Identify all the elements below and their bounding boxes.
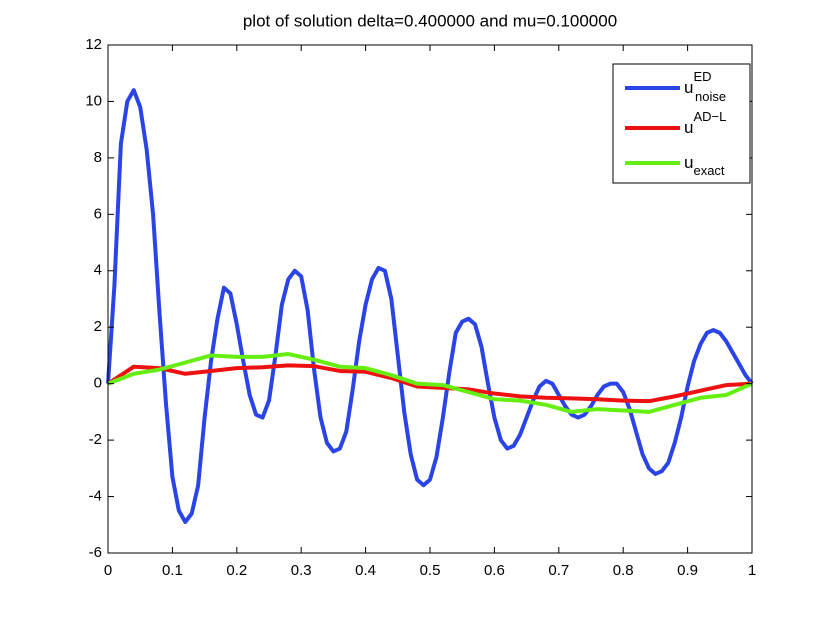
legend-name: u xyxy=(684,118,693,137)
y-tick-label: -4 xyxy=(89,488,102,505)
x-tick-label: 0.2 xyxy=(226,562,247,579)
x-tick-label: 0 xyxy=(104,562,112,579)
y-tick-label: -6 xyxy=(89,544,102,561)
legend-superscript: ED xyxy=(693,69,711,84)
x-tick-label: 0.1 xyxy=(162,562,183,579)
y-tick-label: 8 xyxy=(94,149,102,166)
x-tick-label: 0.4 xyxy=(355,562,376,579)
chart-title: plot of solution delta=0.400000 and mu=0… xyxy=(243,11,617,30)
x-tick-label: 0.6 xyxy=(484,562,505,579)
legend-label: uAD−L xyxy=(684,109,726,137)
x-tick-label: 0.3 xyxy=(291,562,312,579)
y-tick-label: 2 xyxy=(94,318,102,335)
legend-label: uexact xyxy=(684,153,725,178)
series-line xyxy=(106,363,753,404)
legend-superscript: AD−L xyxy=(693,109,726,124)
x-tick-label: 1 xyxy=(748,562,756,579)
legend-subscript: noise xyxy=(695,89,726,104)
x-tick-label: 0.5 xyxy=(420,562,441,579)
legend-name: u xyxy=(684,78,693,97)
y-tick-label: 0 xyxy=(94,375,102,392)
legend-box xyxy=(612,63,751,184)
y-tick-label: 4 xyxy=(94,262,102,279)
legend-name: u xyxy=(684,153,693,172)
series-line xyxy=(106,88,754,524)
x-tick-label: 0.8 xyxy=(613,562,634,579)
series-line xyxy=(107,352,753,414)
legend-label: uED noise xyxy=(684,69,726,104)
y-tick-label: -2 xyxy=(89,431,102,448)
y-tick-label: 10 xyxy=(85,92,102,109)
y-tick-label: 12 xyxy=(85,36,102,53)
x-tick-label: 0.7 xyxy=(548,562,569,579)
x-tick-label: 0.9 xyxy=(677,562,698,579)
legend-subscript: exact xyxy=(693,163,724,178)
y-tick-label: 6 xyxy=(94,205,102,222)
